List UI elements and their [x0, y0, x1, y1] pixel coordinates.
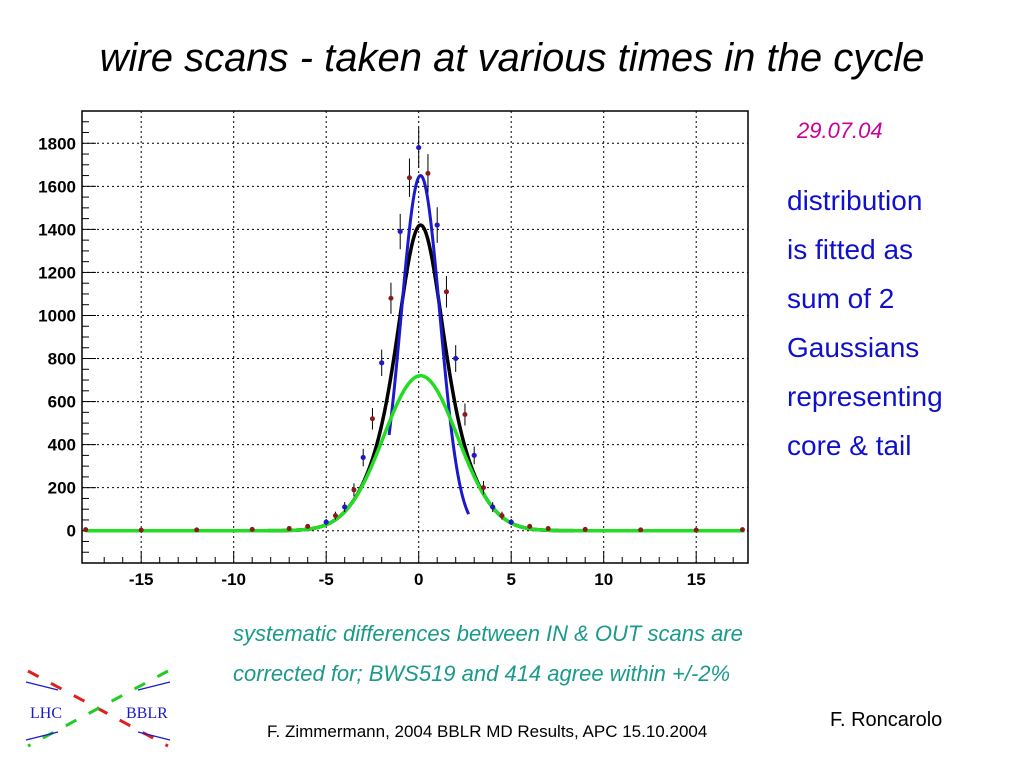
description-line: Gaussians [787, 332, 920, 363]
y-tick-label: 1800 [38, 134, 76, 153]
data-point [305, 523, 311, 529]
x-tick-label: 10 [594, 570, 613, 589]
description-text: distribution is fitted as sum of 2 Gauss… [787, 176, 943, 470]
x-tick-label: 5 [506, 570, 515, 589]
data-point [480, 485, 486, 491]
plot-frame [81, 110, 749, 564]
x-tick-label: 15 [687, 570, 706, 589]
scan-date: 29.07.04 [797, 118, 883, 143]
author-name: F. Roncarolo [830, 709, 943, 731]
data-point [323, 519, 329, 525]
footer-citation: F. Zimmermann, 2004 BBLR MD Results, APC… [267, 722, 708, 741]
description-line: core & tail [787, 430, 912, 461]
x-tick-label: 0 [414, 570, 423, 589]
data-point [693, 527, 699, 533]
y-tick-label: 600 [48, 393, 76, 412]
x-tick-label: -5 [319, 570, 334, 589]
data-point [397, 229, 403, 235]
data-point [443, 289, 449, 295]
plot-axes: -15 -10 -5 0 5 10 15 0 200 400 600 800 1000 1200 1400 1… [38, 121, 734, 589]
data-point [351, 487, 357, 493]
data-point [545, 526, 551, 532]
x-tick-label: -15 [129, 570, 154, 589]
data-point [499, 513, 505, 519]
description-line: distribution [787, 185, 923, 216]
plot-grid [82, 111, 748, 563]
data-point [490, 504, 496, 510]
y-tick-label: 1600 [38, 177, 76, 196]
systematics-note: systematic differences between IN & OUT … [233, 614, 743, 694]
data-point [286, 526, 292, 532]
data-point [83, 527, 89, 533]
beam-cross-icon [25, 669, 171, 748]
logo-left-text: LHC [30, 705, 62, 722]
data-point [138, 527, 144, 533]
y-tick-label: 1200 [38, 263, 76, 282]
note-line: systematic differences between IN & OUT … [233, 621, 743, 646]
data-point [194, 527, 200, 533]
y-tick-label: 1400 [38, 220, 76, 239]
data-points [83, 127, 745, 533]
data-point [471, 452, 477, 458]
data-point [379, 360, 385, 366]
data-point [462, 411, 468, 417]
data-point [332, 513, 338, 519]
description-line: is fitted as [787, 234, 914, 265]
data-point [388, 295, 394, 301]
data-point [342, 504, 348, 510]
y-tick-label: 0 [67, 522, 76, 541]
data-point [527, 523, 533, 529]
slide-title: wire scans - taken at various times in t… [99, 36, 925, 80]
y-tick-label: 1000 [38, 306, 76, 325]
y-tick-label: 800 [48, 350, 76, 369]
y-tick-label: 200 [48, 479, 76, 498]
description-line: representing [787, 381, 943, 412]
data-point [453, 356, 459, 362]
data-point [425, 170, 431, 176]
data-point [638, 527, 644, 533]
data-point [582, 526, 588, 532]
x-tick-label: -10 [221, 570, 246, 589]
fit-core-curve [387, 173, 471, 515]
logo-right-text: BBLR [126, 705, 168, 722]
data-point [406, 175, 412, 181]
data-point [434, 222, 440, 228]
data-point [369, 416, 375, 422]
y-tick-label: 400 [48, 436, 76, 455]
data-point [416, 145, 422, 151]
data-point [739, 527, 745, 533]
data-point [508, 519, 514, 525]
data-point [249, 526, 255, 532]
description-line: sum of 2 [787, 283, 895, 314]
note-line: corrected for; BWS519 and 414 agree with… [233, 661, 731, 686]
data-point [360, 455, 366, 461]
lhc-bblr-logo: LHC BBLR [25, 669, 171, 748]
